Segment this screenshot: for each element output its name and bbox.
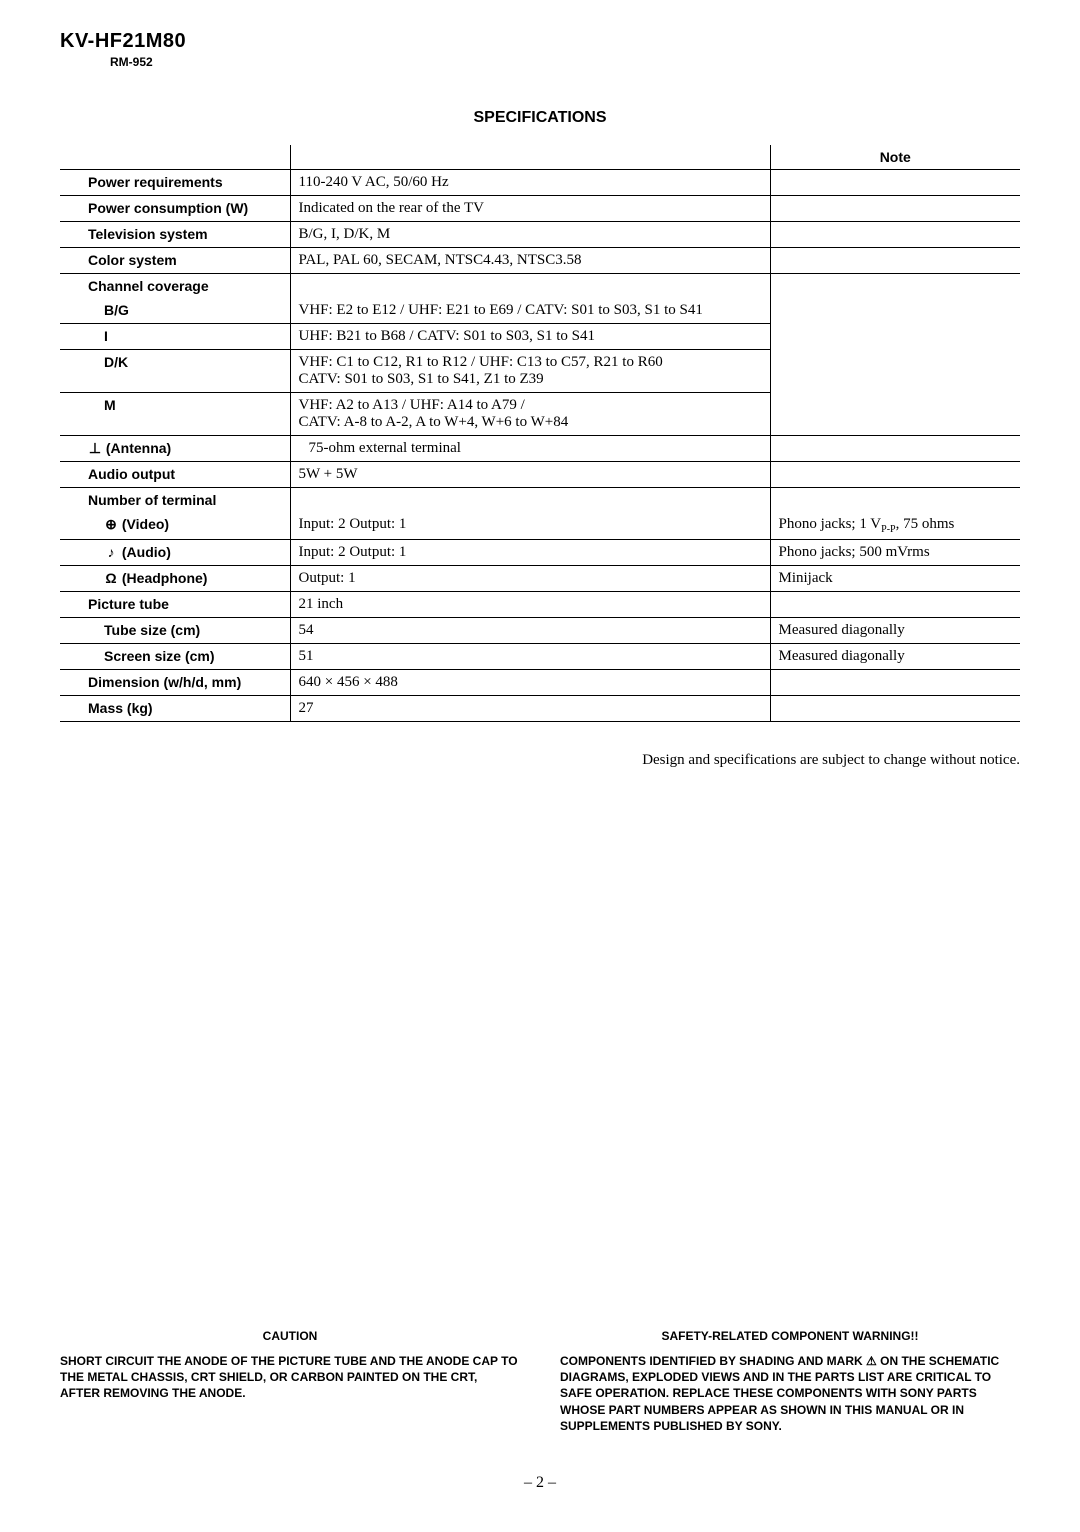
row-label: M [60,393,290,436]
row-value: VHF: A2 to A13 / UHF: A14 to A79 / CATV:… [290,393,770,436]
row-note: Measured diagonally [770,618,1020,644]
row-value: 75-ohm external terminal [290,436,770,462]
model-number-sub: RM-952 [110,55,1020,69]
row-value: Input: 2 Output: 1 [290,540,770,566]
row-label: ⊕ (Video) [60,512,290,540]
row-note: Minijack [770,566,1020,592]
row-value: 51 [290,644,770,670]
row-value: PAL, PAL 60, SECAM, NTSC4.43, NTSC3.58 [290,248,770,274]
video-note-pre: Phono jacks; 1 V [779,516,882,532]
document-header: KV-HF21M80 RM-952 [60,30,1020,69]
video-icon: ⊕ [104,516,118,533]
row-note: Phono jacks; 500 mVrms [770,540,1020,566]
row-value: 27 [290,696,770,722]
headphone-label: (Headphone) [122,570,208,586]
antenna-label: (Antenna) [106,440,171,456]
row-label: Dimension (w/h/d, mm) [60,670,290,696]
row-label: Ω (Headphone) [60,566,290,592]
row-label: Audio output [60,462,290,488]
row-value: 21 inch [290,592,770,618]
row-label: D/K [60,350,290,393]
row-value: 5W + 5W [290,462,770,488]
section-title: SPECIFICATIONS [60,109,1020,127]
row-label: ⊥ (Antenna) [60,436,290,462]
video-note-post: , 75 ohms [896,516,955,532]
warning-icon: ⚠ [866,1354,877,1368]
row-value: 110-240 V AC, 50/60 Hz [290,170,770,196]
row-value: UHF: B21 to B68 / CATV: S01 to S03, S1 t… [290,324,770,350]
row-label: Number of terminal [60,488,290,513]
video-label: (Video) [122,516,169,532]
row-value: Input: 2 Output: 1 [290,512,770,540]
row-value: 640 × 456 × 488 [290,670,770,696]
row-label: ♪ (Audio) [60,540,290,566]
footer-caution: CAUTION SHORT CIRCUIT THE ANODE OF THE P… [60,1329,520,1434]
row-note: Measured diagonally [770,644,1020,670]
footer-safety: SAFETY-RELATED COMPONENT WARNING!! COMPO… [560,1329,1020,1434]
row-label: Power requirements [60,170,290,196]
row-label: Mass (kg) [60,696,290,722]
row-label: Television system [60,222,290,248]
footer: CAUTION SHORT CIRCUIT THE ANODE OF THE P… [60,1329,1020,1434]
caution-title: CAUTION [60,1329,520,1343]
row-label: Picture tube [60,592,290,618]
row-label: B/G [60,298,290,324]
change-notice: Design and specifications are subject to… [60,752,1020,769]
row-note: Phono jacks; 1 VP-P, 75 ohms [770,512,1020,540]
video-note-sub: P-P [881,524,895,535]
page-number: – 2 – [60,1474,1020,1492]
row-value: VHF: E2 to E12 / UHF: E21 to E69 / CATV:… [290,298,770,324]
note-header: Note [770,145,1020,170]
row-label: I [60,324,290,350]
row-label: Screen size (cm) [60,644,290,670]
row-label: Color system [60,248,290,274]
caution-body: SHORT CIRCUIT THE ANODE OF THE PICTURE T… [60,1353,520,1402]
row-value: VHF: C1 to C12, R1 to R12 / UHF: C13 to … [290,350,770,393]
audio-label: (Audio) [122,544,171,560]
row-label: Tube size (cm) [60,618,290,644]
audio-icon: ♪ [104,544,118,560]
safety-body: COMPONENTS IDENTIFIED BY SHADING AND MAR… [560,1353,1020,1434]
spec-table: Note Power requirements 110-240 V AC, 50… [60,145,1020,722]
safety-body-pre: COMPONENTS IDENTIFIED BY SHADING AND MAR… [560,1354,866,1368]
row-label: Power consumption (W) [60,196,290,222]
row-value: 54 [290,618,770,644]
row-value: Output: 1 [290,566,770,592]
row-value: B/G, I, D/K, M [290,222,770,248]
model-number-main: KV-HF21M80 [60,30,1020,53]
row-value: Indicated on the rear of the TV [290,196,770,222]
row-label: Channel coverage [60,274,290,299]
headphone-icon: Ω [104,570,118,586]
antenna-icon: ⊥ [88,440,102,457]
safety-title: SAFETY-RELATED COMPONENT WARNING!! [560,1329,1020,1343]
